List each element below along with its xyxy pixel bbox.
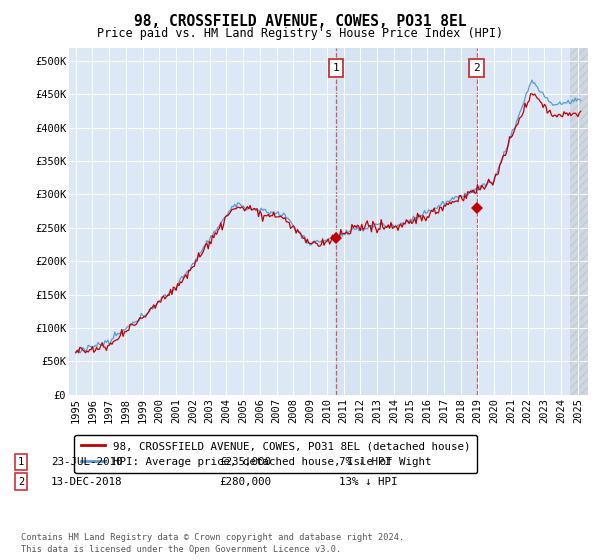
Text: 1: 1 — [18, 457, 24, 467]
Text: 23-JUL-2010: 23-JUL-2010 — [51, 457, 122, 467]
Text: 13-DEC-2018: 13-DEC-2018 — [51, 477, 122, 487]
Text: 1: 1 — [332, 63, 340, 73]
Legend: 98, CROSSFIELD AVENUE, COWES, PO31 8EL (detached house), HPI: Average price, det: 98, CROSSFIELD AVENUE, COWES, PO31 8EL (… — [74, 435, 478, 473]
Text: 13% ↓ HPI: 13% ↓ HPI — [339, 477, 397, 487]
Text: 2: 2 — [18, 477, 24, 487]
Text: £235,000: £235,000 — [219, 457, 271, 467]
Text: 7% ↓ HPI: 7% ↓ HPI — [339, 457, 391, 467]
Bar — [336, 48, 476, 395]
Text: £280,000: £280,000 — [219, 477, 271, 487]
Bar — [569, 48, 588, 395]
Text: Contains HM Land Registry data © Crown copyright and database right 2024.
This d: Contains HM Land Registry data © Crown c… — [21, 533, 404, 554]
Text: 98, CROSSFIELD AVENUE, COWES, PO31 8EL: 98, CROSSFIELD AVENUE, COWES, PO31 8EL — [134, 14, 466, 29]
Text: 2: 2 — [473, 63, 480, 73]
Text: Price paid vs. HM Land Registry's House Price Index (HPI): Price paid vs. HM Land Registry's House … — [97, 27, 503, 40]
